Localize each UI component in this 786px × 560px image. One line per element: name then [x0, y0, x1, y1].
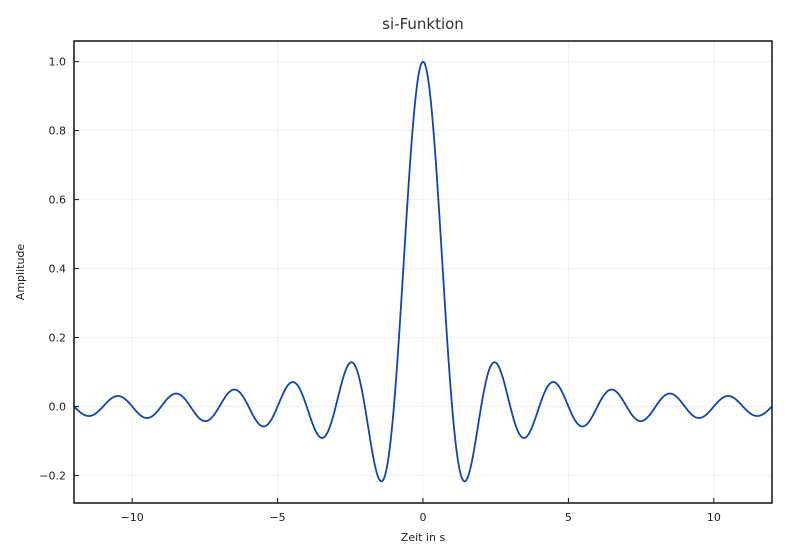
- x-tick-label: 10: [707, 511, 721, 524]
- y-tick-label: −0.2: [39, 469, 66, 482]
- x-tick-label: −10: [121, 511, 144, 524]
- si-function-series-line: [73, 60, 773, 483]
- chart-title: si-Funktion: [382, 15, 464, 33]
- x-axis-label: Zeit in s: [401, 531, 446, 544]
- axis-ticks: −10 −5 0 5 10 −0.2 0.0 0.2 0.4 0.6 0.8 1.0: [39, 56, 721, 524]
- x-tick-label: −5: [269, 511, 285, 524]
- x-tick-label: 0: [420, 511, 427, 524]
- y-tick-label: 0.0: [49, 400, 67, 413]
- y-axis-label: Amplitude: [14, 244, 27, 301]
- y-tick-label: 0.8: [49, 125, 67, 138]
- y-tick-label: 0.6: [49, 194, 67, 207]
- grid: [74, 41, 772, 503]
- y-tick-label: 0.4: [49, 263, 67, 276]
- y-tick-label: 0.2: [49, 332, 67, 345]
- y-tick-label: 1.0: [49, 56, 67, 69]
- x-tick-label: 5: [565, 511, 572, 524]
